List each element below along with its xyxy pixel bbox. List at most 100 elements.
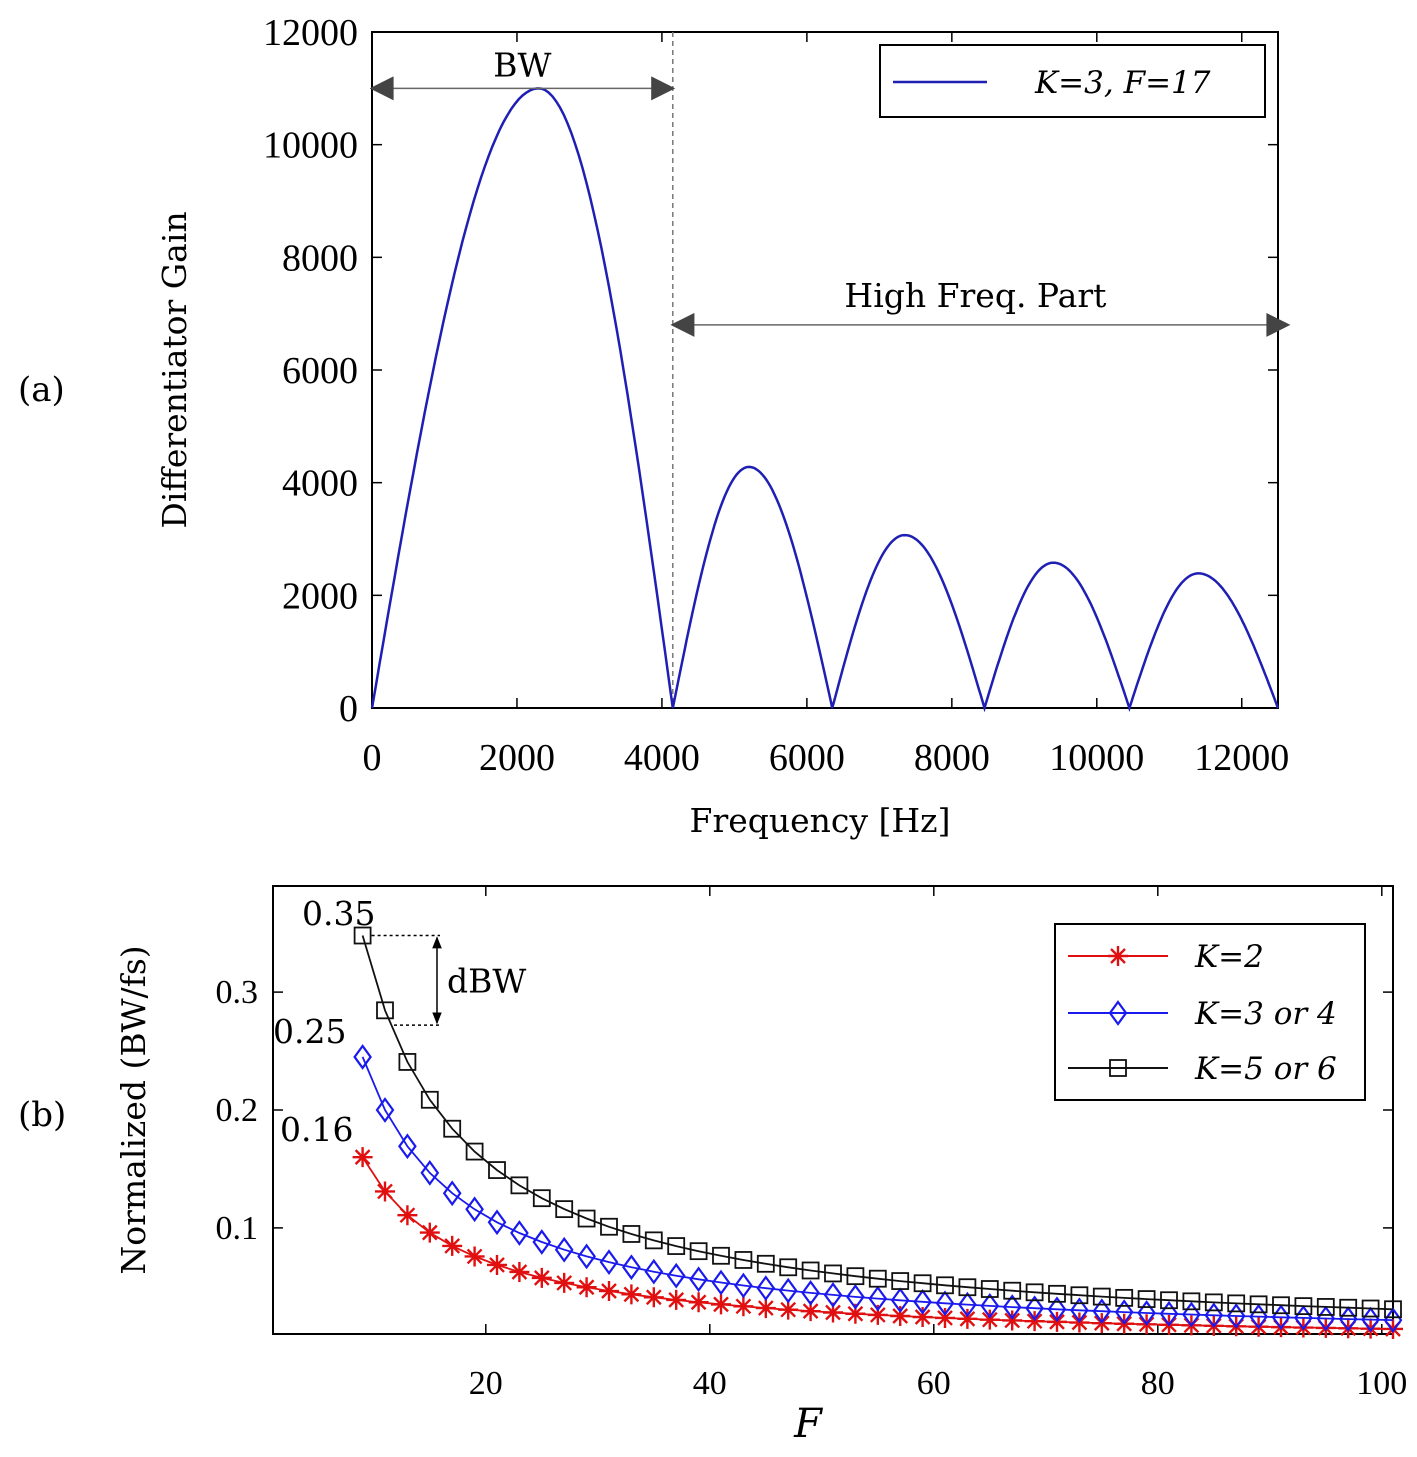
series-k-2-point [397, 1205, 418, 1226]
x-tick-label: 2000 [479, 737, 555, 779]
chart-b-series [352, 926, 1403, 1339]
series-k-5-or-6-point [779, 1258, 798, 1277]
series-k-3-or-4-point [778, 1277, 798, 1304]
chart-a-x-axis-label: Frequency [Hz] [690, 801, 951, 840]
series-k-3-or-4-point [577, 1243, 596, 1270]
series-k-5-or-6-point [555, 1200, 574, 1219]
series-k-2-point [823, 1302, 843, 1323]
series-k-5-or-6-point [868, 1269, 887, 1288]
series-k-2-point [1002, 1310, 1023, 1331]
x-tick-label: 20 [469, 1365, 503, 1402]
series-k-2-point [1024, 1311, 1045, 1332]
bw-label: BW [493, 45, 551, 84]
series-k-2-point [1360, 1318, 1381, 1339]
legend-marker [1108, 946, 1128, 966]
series-k-3-or-4-point [689, 1266, 708, 1293]
series-k-3-or-4-point [1002, 1294, 1022, 1320]
series-k-5-or-6-point [980, 1280, 999, 1298]
series-k-5-or-6-point [353, 926, 372, 945]
x-tick-label: 12000 [1194, 737, 1289, 779]
y-tick-label: 0 [339, 688, 358, 730]
series-k-3-or-4-point [599, 1249, 619, 1275]
series-k-3-or-4-point [622, 1254, 641, 1281]
series-k-5-or-6-point [1227, 1294, 1246, 1313]
chart-b-y-axis-label: Normalized (BW/fs) [114, 945, 153, 1274]
x-tick-label: 10000 [1049, 737, 1144, 779]
y-tick-label: 0.1 [216, 1210, 259, 1247]
chart-a-y-axis-label: Differentiator Gain [155, 211, 194, 528]
series-k-3-or-4-point [734, 1272, 753, 1299]
series-k-3-or-4-point [353, 1044, 372, 1070]
x-tick-label: 80 [1141, 1365, 1175, 1402]
legend-marker [1109, 1059, 1127, 1077]
x-tick-label: 8000 [914, 737, 990, 779]
series-k-5-or-6-point [1272, 1296, 1290, 1315]
series-k-3-or-4-point [510, 1220, 529, 1246]
series-k-5-or-6-point [846, 1267, 865, 1286]
legend-marker-k5-or-6 [1109, 1059, 1127, 1077]
series-k-5-or-6-point [622, 1225, 641, 1243]
series-k-5-or-6-point [734, 1251, 753, 1269]
series-k-2-point [666, 1289, 687, 1310]
y-tick-label: 0.3 [216, 974, 259, 1011]
series-k-5-or-6-point [1204, 1293, 1223, 1312]
series-k-3-or-4-point [1092, 1298, 1112, 1325]
series-k-5-or-6-point [1025, 1283, 1044, 1302]
chart-a: 0 2000 4000 6000 8000 10000 12000 0 2000 4000 600… [155, 12, 1291, 840]
series-k-5-or-6-point [1003, 1281, 1022, 1300]
series-k-5-or-6-point [891, 1272, 910, 1290]
series-k-2-point [487, 1254, 507, 1275]
series-k-5-or-6-point [824, 1264, 842, 1283]
series-k-2-point [979, 1309, 1000, 1330]
series-k-3-or-4-point [644, 1258, 664, 1285]
x-tick-label: 40 [693, 1365, 727, 1402]
dbw-annotation: dBW [371, 934, 526, 1026]
series-k-2-point [935, 1307, 955, 1328]
series-k-5-or-6-point [1092, 1287, 1111, 1306]
series-k-5-or-6-point [1339, 1298, 1358, 1317]
series-k-2-point [867, 1304, 888, 1325]
x-tick-label: 0 [363, 737, 382, 779]
series-k-3-or-4-point [1137, 1300, 1156, 1326]
legend-label-k3-f17: K=3, F=17 [1034, 65, 1211, 101]
series-k-3-or-4-point [868, 1285, 888, 1312]
series-k-2-point [464, 1246, 485, 1267]
x-tick-label: 100 [1356, 1365, 1407, 1402]
chart-b: 0.1 0.2 0.3 20 40 60 80 100 dBW 0.35 0.25 0.16… [114, 885, 1407, 1447]
legend-label-k5-or-6: K=5 or 6 [1194, 1051, 1337, 1087]
series-k-2-point [442, 1235, 463, 1256]
series-k-5-or-6-point [1137, 1290, 1156, 1308]
series-k-5-or-6-point [398, 1053, 417, 1071]
series-k-2-point [531, 1267, 552, 1288]
series-k-5-or-6-point [443, 1119, 462, 1138]
series-k-3-or-4-point [823, 1282, 843, 1308]
series-k-5-or-6-point [488, 1161, 506, 1179]
series-k-3-or-4-point [913, 1288, 932, 1315]
series-k-3-or-4-point [711, 1269, 731, 1296]
series-k-3-or-4-point [666, 1262, 686, 1289]
series-k-5-or-6-point [1048, 1284, 1066, 1303]
series-k-3-or-4-point [958, 1291, 977, 1318]
x-tick-label: 60 [917, 1365, 951, 1402]
series-k3-f17-line [370, 87, 1280, 713]
series-k-2-point [576, 1277, 597, 1298]
series-k-2-point [912, 1307, 933, 1328]
series-k-3-or-4-point [756, 1275, 776, 1302]
series-k-2-point [1383, 1318, 1403, 1339]
series-k-5-or-6-point [1361, 1299, 1380, 1318]
series-k-2-point [845, 1303, 866, 1324]
series-k-2-point [375, 1181, 395, 1202]
series-k-3-or-4-point [890, 1287, 910, 1314]
series-k-5-or-6-point [644, 1231, 663, 1250]
series-k-2-point [554, 1272, 575, 1293]
legend-marker-k2 [1108, 946, 1128, 966]
legend-label-k2: K=2 [1194, 939, 1264, 975]
series-k-2-point [755, 1298, 776, 1319]
series-k-5-or-6-point [1160, 1291, 1178, 1310]
series-k-2-point [419, 1222, 440, 1243]
legend-label-k3-or-4: K=3 or 4 [1194, 996, 1337, 1032]
series-k-5-or-6-point [420, 1090, 439, 1109]
series-k-3-or-4-point [420, 1160, 440, 1186]
series-k-5-or-6-point [532, 1189, 551, 1208]
x-tick-label: 6000 [769, 737, 845, 779]
